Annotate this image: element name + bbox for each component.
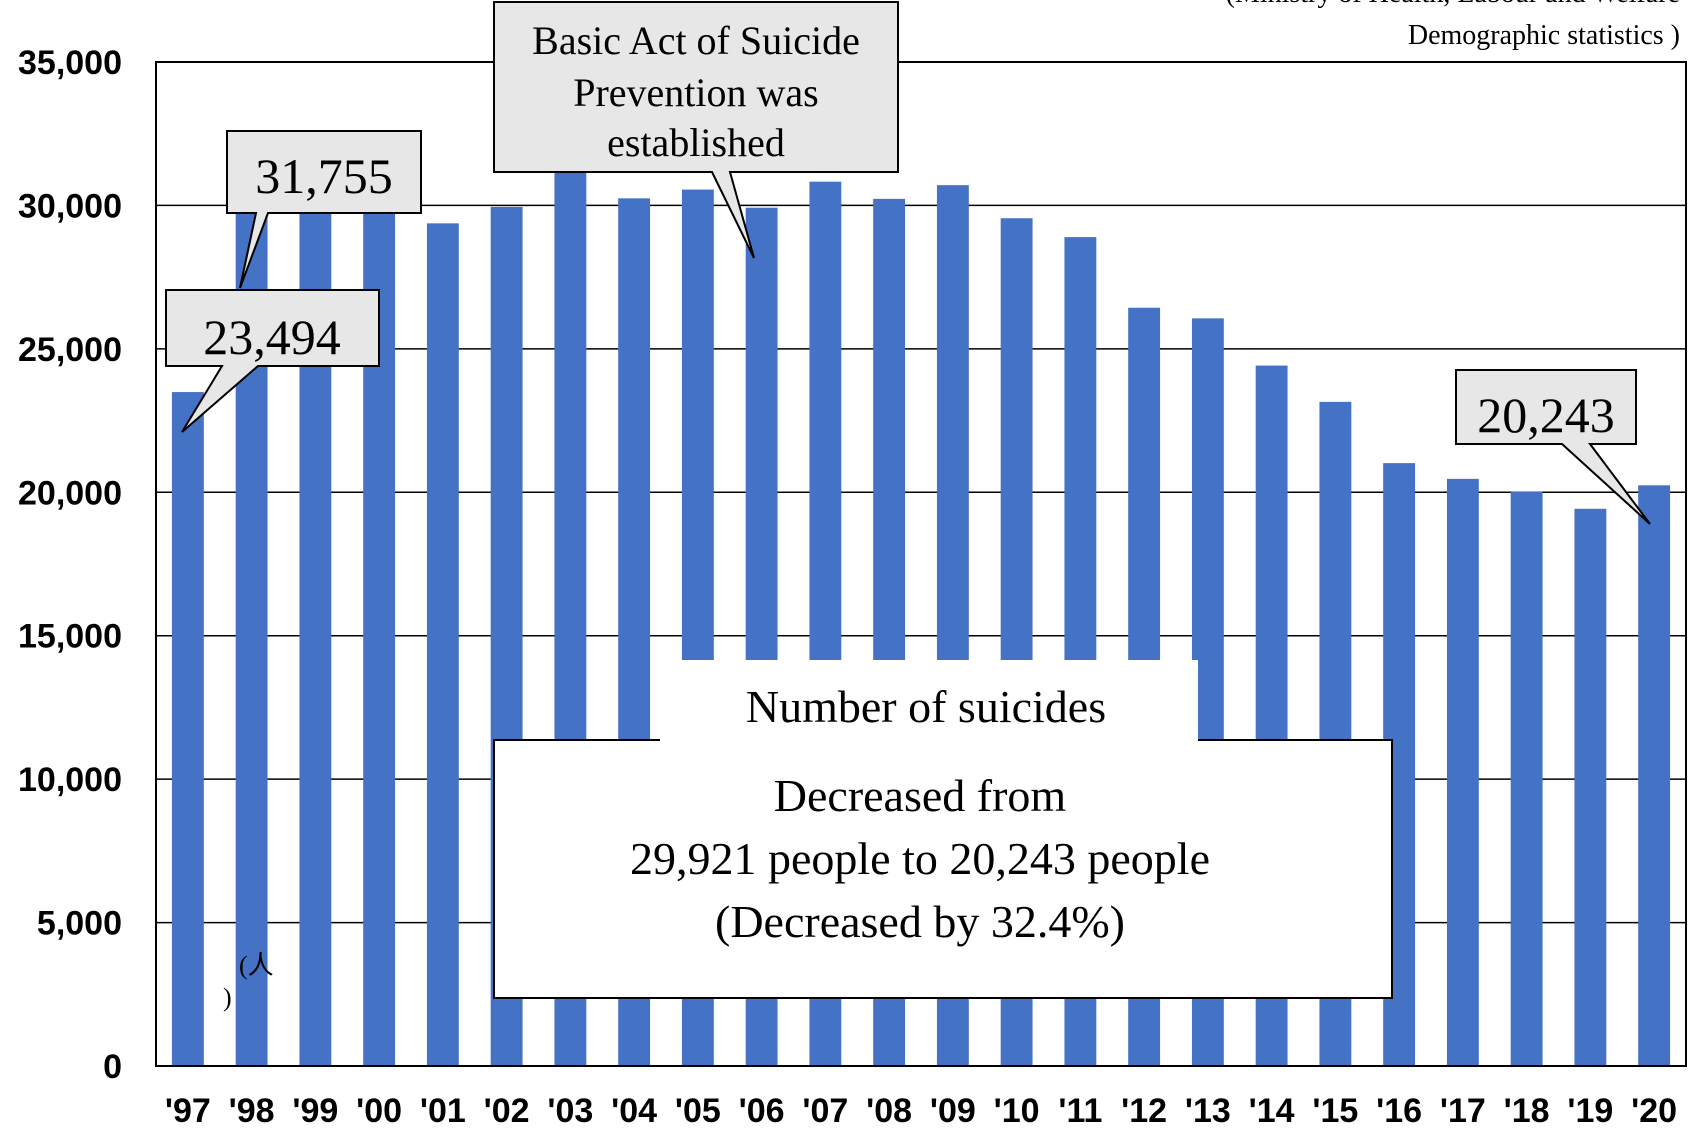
callout-23494-text: 23,494 [203, 309, 341, 365]
summary-line-1: Decreased from [774, 770, 1067, 821]
x-tick-label: '08 [866, 1092, 912, 1130]
act-callout-line-1: Basic Act of Suicide [532, 18, 860, 63]
bar-97 [171, 392, 204, 1066]
x-axis-ticks: '97 '98 '99 '00 '01 '02 '03 '04 '05 '06 '07 '08 '09 '… [165, 1092, 1677, 1130]
x-tick-label: '06 [739, 1092, 785, 1130]
bar-18 [1510, 491, 1543, 1066]
x-tick-label: '19 [1567, 1092, 1613, 1130]
y-tick-label: 15,000 [18, 618, 122, 656]
callout-20243-text: 20,243 [1477, 387, 1615, 443]
x-tick-label: '02 [484, 1092, 530, 1130]
x-tick-label: '17 [1440, 1092, 1486, 1130]
source-note-line2: Demographic statistics ) [1408, 20, 1680, 51]
y-tick-label: 10,000 [18, 761, 122, 799]
x-tick-label: '15 [1312, 1092, 1358, 1130]
y-axis-ticks: 0 5,000 10,000 15,000 20,000 25,000 30,000 35,0… [18, 44, 122, 1086]
act-callout: Basic Act of Suicide Prevention was esta… [493, 1, 899, 259]
plot-frame [155, 61, 1687, 1067]
y-tick-label: 30,000 [18, 187, 122, 225]
source-note-line1: (Ministry of Health, Labour and Welfare [1226, 0, 1680, 9]
y-tick-label: 0 [103, 1048, 122, 1086]
callout-23494: 23,494 [165, 289, 380, 433]
y-tick-label: 5,000 [37, 905, 122, 943]
summary-line-2: 29,921 people to 20,243 people [630, 833, 1210, 884]
x-tick-label: '03 [547, 1092, 593, 1130]
x-tick-label: '97 [165, 1092, 211, 1130]
callout-20243: 20,243 [1455, 369, 1651, 525]
x-tick-label: '07 [802, 1092, 848, 1130]
x-tick-label: '99 [292, 1092, 338, 1130]
act-callout-line-3: established [607, 120, 785, 165]
summary-line-3: (Decreased by 32.4%) [715, 896, 1125, 947]
bar-00 [363, 149, 396, 1066]
x-tick-label: '16 [1376, 1092, 1422, 1130]
y-tick-label: 25,000 [18, 331, 122, 369]
unit-mark-open: (人 [239, 951, 274, 980]
summary-title-backdrop [660, 660, 1198, 744]
x-tick-label: '18 [1504, 1092, 1550, 1130]
x-tick-label: '14 [1249, 1092, 1295, 1130]
bar-17 [1446, 478, 1479, 1066]
callout-31755-text: 31,755 [255, 148, 393, 204]
y-tick-label: 35,000 [18, 44, 122, 82]
x-tick-label: '11 [1058, 1092, 1102, 1130]
x-tick-label: '05 [675, 1092, 721, 1130]
callout-31755: 31,755 [226, 130, 422, 289]
y-tick-label: 20,000 [18, 474, 122, 512]
summary-box: Number of suicides Decreased from 29,921… [493, 660, 1393, 999]
x-tick-label: '98 [229, 1092, 275, 1130]
x-tick-label: '00 [356, 1092, 402, 1130]
bar-01 [426, 223, 459, 1066]
x-tick-label: '12 [1121, 1092, 1167, 1130]
x-tick-label: '20 [1631, 1092, 1677, 1130]
summary-title: Number of suicides [746, 681, 1106, 732]
x-tick-label: '09 [930, 1092, 976, 1130]
unit-mark-close: ) [223, 983, 232, 1012]
act-callout-line-2: Prevention was [573, 70, 819, 115]
bar-20 [1638, 485, 1671, 1067]
x-tick-label: '13 [1185, 1092, 1231, 1130]
bar-19 [1574, 508, 1607, 1066]
x-tick-label: '01 [420, 1092, 466, 1130]
x-tick-label: '04 [611, 1092, 657, 1130]
x-tick-label: '10 [994, 1092, 1040, 1130]
